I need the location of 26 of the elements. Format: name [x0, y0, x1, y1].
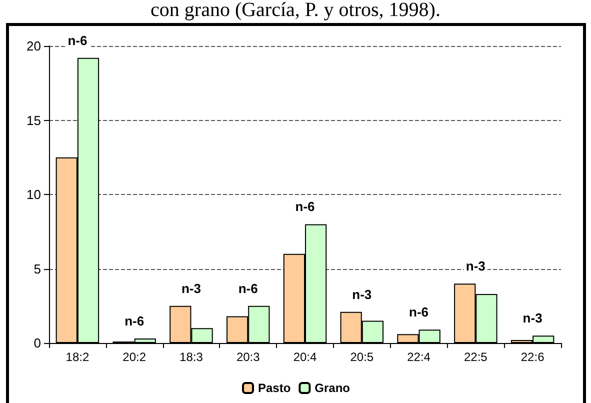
x-tick-label: 20:4 — [293, 350, 317, 364]
y-tick-label: 0 — [34, 336, 41, 350]
x-tick-label: 20:3 — [236, 350, 260, 364]
annotation: n-3 — [181, 280, 201, 296]
x-tick-label: 20:5 — [350, 350, 374, 364]
legend-label: Pasto — [258, 381, 291, 395]
annotation: n-6 — [295, 199, 315, 214]
x-tick-label: 22:4 — [407, 350, 431, 364]
x-tick-label: 18:3 — [180, 350, 204, 364]
y-tick-label: 10 — [26, 187, 41, 202]
annotation: n-6 — [409, 304, 429, 320]
chart-title: con grano (García, P. y otros, 1998). — [150, 0, 442, 22]
legend-label: Grano — [314, 381, 350, 395]
y-tick-label: 5 — [34, 261, 41, 276]
x-tick-label: 22:5 — [464, 350, 488, 364]
annotation: n-6 — [124, 314, 144, 329]
annotation: n-6 — [68, 32, 88, 48]
y-tick-label: 20 — [26, 38, 41, 54]
x-tick-label: 18:2 — [66, 350, 90, 364]
x-tick-label: 20:2 — [122, 350, 146, 364]
y-tick-label: 15 — [26, 112, 41, 128]
annotation: n-3 — [352, 286, 372, 302]
annotation: n-3 — [522, 310, 542, 326]
annotation: n-6 — [238, 280, 258, 296]
x-tick-label: 22:6 — [520, 350, 545, 364]
annotation: n-3 — [466, 258, 486, 274]
